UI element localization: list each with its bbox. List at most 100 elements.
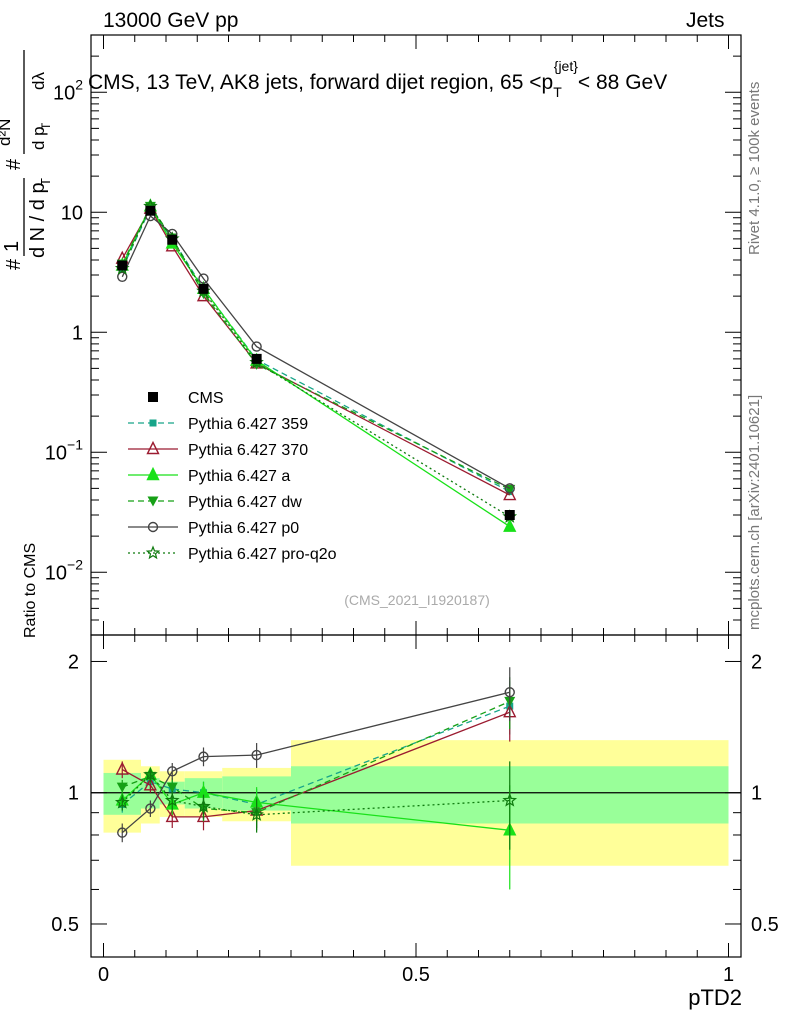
ylabel-frac1-sub: T xyxy=(38,178,53,186)
ratio-y-tick-label-right: 0.5 xyxy=(751,914,779,936)
legend-marker xyxy=(148,392,158,402)
ylabel-frac1-den: d N / d p xyxy=(27,182,49,258)
cms-data-point xyxy=(117,260,128,271)
legend-marker xyxy=(147,521,159,533)
series-line-main xyxy=(121,206,511,493)
ylabel-hash: # xyxy=(3,258,25,270)
data-point-ratio xyxy=(167,766,178,777)
legend-marker xyxy=(145,545,161,560)
cms-data-point xyxy=(167,234,178,245)
series-line-ratio xyxy=(121,773,510,816)
legend-marker xyxy=(146,440,160,455)
data-point-ratio xyxy=(198,751,209,762)
series-line-main xyxy=(121,207,511,496)
legend-marker xyxy=(146,466,160,481)
series-pythia-6-427-p0 xyxy=(117,210,515,843)
data-point-ratio xyxy=(251,749,262,761)
x-axis-label: pTD2 xyxy=(688,985,742,1010)
cms-data-point xyxy=(251,353,262,364)
data-point-ratio xyxy=(165,808,179,823)
ylabel-frac2-sub: T xyxy=(39,122,53,130)
main-y-tick-label: 10−2 xyxy=(45,556,83,584)
data-point-ratio xyxy=(249,807,264,821)
series-line-ratio xyxy=(121,705,511,806)
ylabel-frac1-num: 1 xyxy=(1,241,23,252)
legend-entry: Pythia 6.427 p0 xyxy=(128,520,299,537)
x-tick-label: 1 xyxy=(723,964,734,986)
legend-entry: Pythia 6.427 359 xyxy=(128,416,308,433)
ratio-y-tick-label: 1 xyxy=(68,783,79,805)
data-point-ratio xyxy=(143,767,158,781)
legend-label: Pythia 6.427 pro-q2o xyxy=(188,546,337,563)
series-line-ratio xyxy=(122,700,511,814)
legend-label: Pythia 6.427 370 xyxy=(188,442,308,459)
legend-entry: CMS xyxy=(148,390,224,407)
data-point-main xyxy=(503,518,517,532)
ylabel-hash2: # xyxy=(3,158,25,170)
ratio-y-tick-label-right: 2 xyxy=(751,651,762,673)
series-line-main xyxy=(121,204,511,528)
plot-title: CMS, 13 TeV, AK8 jets, forward dijet reg… xyxy=(88,58,667,100)
ratio-y-tick-label: 2 xyxy=(68,651,79,673)
legend-label: CMS xyxy=(188,390,224,407)
ylabel-frac2-den: d p xyxy=(29,126,48,150)
legend-entry: Pythia 6.427 a xyxy=(128,466,290,485)
data-point-ratio xyxy=(117,827,128,838)
ylabel-frac2-num: d²N xyxy=(0,119,14,146)
analysis-watermark: (CMS_2021_I1920187) xyxy=(344,592,490,608)
series-pythia-6-427-359 xyxy=(118,204,514,822)
legend: CMS Pythia 6.427 359 Pythia 6.427 370 Pythi… xyxy=(128,390,337,563)
data-point-ratio xyxy=(143,777,158,791)
ratio-axis-label: Ratio to CMS xyxy=(22,542,39,638)
data-point-ratio xyxy=(196,808,211,823)
data-point-main xyxy=(504,483,515,494)
x-tick-label: 0 xyxy=(98,964,109,986)
mcplots-source-label: mcplots.cern.ch [arXiv:2401.10621] xyxy=(746,394,763,630)
data-point-ratio xyxy=(145,803,156,814)
main-y-tick-label: 10 xyxy=(61,202,83,224)
legend-marker xyxy=(147,496,159,507)
data-point-main xyxy=(503,486,517,501)
main-y-tick-label: 1 xyxy=(72,322,83,344)
data-point-ratio xyxy=(115,761,129,775)
legend-label: Pythia 6.427 dw xyxy=(188,494,302,511)
ylabel-frac2-den2: dλ xyxy=(29,72,48,90)
legend-label: Pythia 6.427 p0 xyxy=(188,520,299,537)
series-line-main xyxy=(121,204,511,518)
main-plot-frame xyxy=(90,34,742,636)
series-pythia-6-427-dw xyxy=(116,201,516,831)
series-line-main xyxy=(121,214,511,489)
ratio-y-tick-label-right: 1 xyxy=(751,783,762,805)
cms-data-point xyxy=(198,283,209,294)
ratio-y-tick-label: 0.5 xyxy=(51,914,79,936)
x-tick-label: 0.5 xyxy=(402,964,430,986)
legend-entry: Pythia 6.427 dw xyxy=(128,494,302,511)
rivet-version-label: Rivet 4.1.0, ≥ 100k events xyxy=(746,81,763,255)
data-point-ratio xyxy=(114,794,130,809)
legend-entry: Pythia 6.427 pro-q2o xyxy=(128,545,337,563)
legend-marker xyxy=(149,419,157,427)
data-point-ratio xyxy=(116,782,128,793)
cms-data-point xyxy=(145,205,156,216)
data-point-ratio xyxy=(196,798,211,813)
category-label: Jets xyxy=(686,9,725,32)
series-pythia-6-427-370 xyxy=(115,200,517,831)
data-point-main xyxy=(198,273,209,284)
data-point-ratio xyxy=(504,687,515,698)
data-point-main xyxy=(117,271,128,282)
main-y-tick-label: 102 xyxy=(53,76,83,104)
legend-label: Pythia 6.427 359 xyxy=(188,416,308,433)
series-layer xyxy=(114,198,518,890)
legend-label: Pythia 6.427 a xyxy=(188,468,290,485)
cms-data-point xyxy=(504,510,515,520)
data-point-ratio xyxy=(166,782,178,793)
ylabel-main-text: 1/dN/dp_T d²N/dp_T dλ xyxy=(38,259,41,270)
data-point-ratio xyxy=(502,792,518,807)
series-line-ratio xyxy=(121,691,510,834)
ratio-uncertainty-bands xyxy=(91,740,741,866)
main-y-tick-label: 10−1 xyxy=(45,436,83,464)
series-line-main xyxy=(121,205,511,490)
legend-entry: Pythia 6.427 370 xyxy=(128,440,308,459)
